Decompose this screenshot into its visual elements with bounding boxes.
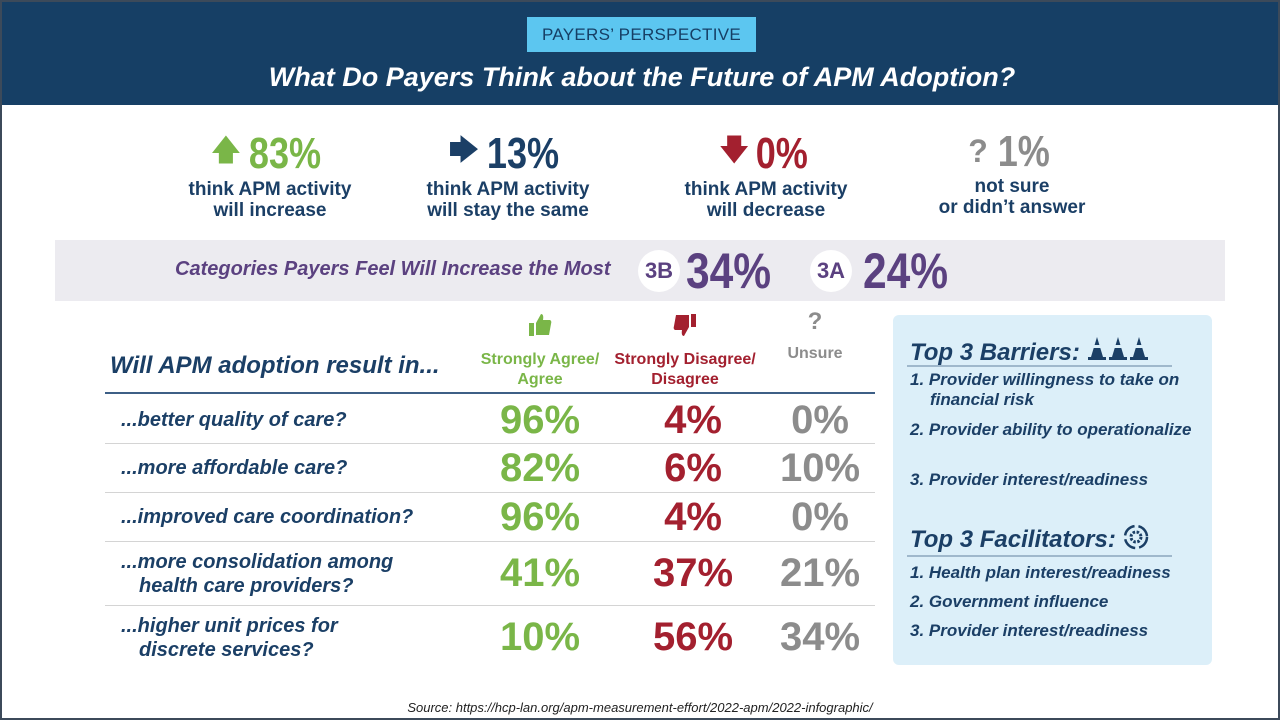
row-question: ...better quality of care?: [121, 409, 347, 431]
category-badge: 3A: [810, 250, 852, 292]
column-label: Unsure: [787, 345, 843, 362]
categories-band: Categories Payers Feel Will Increase the…: [55, 240, 1225, 301]
barriers-facilitators-panel: Top 3 Barriers: 1. Provider willingness …: [893, 315, 1212, 665]
stat-decrease: 🡇 0% think APM activity will decrease: [636, 128, 896, 222]
disagree-value: 4%: [664, 495, 722, 539]
category-value: 24%: [863, 243, 949, 299]
row-question: ...improved care coordination?: [121, 506, 414, 528]
disagree-value: 4%: [664, 398, 722, 442]
column-agree: Strongly Agree/ Agree: [465, 312, 615, 390]
stat-increase: 🡅 83% think APM activity will increase: [140, 128, 400, 222]
column-label: Strongly Disagree/: [614, 351, 756, 368]
question-icon: ?: [968, 133, 988, 169]
barriers-title: Top 3 Barriers:: [910, 335, 1151, 367]
column-label: Disagree: [651, 371, 719, 388]
agree-value: 96%: [499, 398, 581, 442]
thumbs-up-icon: [529, 314, 552, 336]
barrier-item: 1. Provider willingness to take on finan…: [910, 370, 1180, 409]
stat-label: will decrease: [706, 200, 826, 221]
disagree-value: 37%: [652, 551, 734, 595]
facilitator-item: 3. Provider interest/readiness: [910, 621, 1149, 640]
table-row: ...more affordable care? 82% 6% 10%: [105, 444, 875, 493]
header-banner: PAYERS’ PERSPECTIVE What Do Payers Think…: [2, 2, 1278, 105]
traffic-cones-icon: [1087, 337, 1148, 360]
facilitator-item: 1. Health plan interest/readiness: [910, 563, 1171, 582]
unsure-value: 0%: [791, 495, 849, 539]
categories-label: Categories Payers Feel Will Increase the…: [175, 258, 611, 280]
table-row: ...improved care coordination? 96% 4% 0%: [105, 493, 875, 542]
category-value: 34%: [686, 243, 772, 299]
stat-label: will stay the same: [427, 200, 589, 221]
arrow-down-icon: 🡇: [718, 134, 750, 167]
disagree-value: 56%: [652, 615, 734, 659]
agree-value: 41%: [499, 551, 581, 595]
category-badge: 3B: [638, 250, 680, 292]
agree-value: 10%: [499, 615, 581, 659]
arrow-right-icon: 🡆: [448, 134, 480, 167]
table-row: ...more consolidation among health care p…: [105, 542, 875, 606]
table-row: ...better quality of care? 96% 4% 0%: [105, 396, 875, 444]
column-label: Strongly Agree/: [480, 351, 600, 368]
unsure-value: 34%: [779, 615, 861, 659]
question-icon: ?: [807, 308, 823, 335]
stat-label: not sure: [974, 176, 1050, 197]
barrier-item: 3. Provider interest/readiness: [910, 470, 1149, 489]
source-note: Source: https://hcp-lan.org/apm-measurem…: [407, 700, 873, 715]
stat-value: 13%: [487, 129, 560, 178]
section-pill: PAYERS’ PERSPECTIVE: [527, 17, 756, 52]
column-unsure: ? Unsure: [760, 308, 870, 364]
stat-label: think APM activity: [188, 179, 352, 200]
thumbs-down-icon: [673, 314, 696, 336]
unsure-value: 21%: [779, 551, 861, 595]
column-disagree: Strongly Disagree/ Disagree: [605, 312, 765, 390]
disagree-value: 6%: [664, 446, 722, 490]
row-question: ...more affordable care?: [121, 457, 348, 479]
divider: [907, 555, 1172, 557]
barrier-item: 2. Provider ability to operationalize: [910, 420, 1192, 439]
table-row: ...higher unit prices for discrete servic…: [105, 606, 875, 670]
stat-label: or didn’t answer: [938, 197, 1086, 218]
unsure-value: 0%: [791, 398, 849, 442]
arrow-up-icon: 🡅: [210, 134, 242, 167]
agree-value: 96%: [499, 495, 581, 539]
page-title: What Do Payers Think about the Future of…: [268, 62, 1016, 92]
gear-cycle-icon: [1124, 524, 1149, 550]
table-divider: [105, 392, 875, 394]
facilitator-item: 2. Government influence: [910, 592, 1109, 611]
stat-label: will increase: [213, 200, 327, 221]
row-question: ...more consolidation among health care p…: [121, 551, 394, 597]
stat-label: think APM activity: [684, 179, 848, 200]
row-question: ...higher unit prices for discrete servic…: [121, 615, 338, 661]
stat-unsure: ? 1% not sure or didn’t answer: [882, 127, 1142, 219]
agree-value: 82%: [499, 446, 581, 490]
divider: [907, 365, 1172, 367]
table-question: Will APM adoption result in...: [110, 352, 440, 379]
column-label: Agree: [517, 371, 563, 388]
stat-same: 🡆 13% think APM activity will stay the sa…: [378, 128, 638, 222]
stat-value: 0%: [755, 129, 808, 178]
unsure-value: 10%: [779, 446, 861, 490]
stat-value: 1%: [997, 127, 1051, 176]
stat-label: think APM activity: [426, 179, 590, 200]
facilitators-title: Top 3 Facilitators:: [910, 523, 1150, 554]
stat-value: 83%: [249, 129, 322, 178]
